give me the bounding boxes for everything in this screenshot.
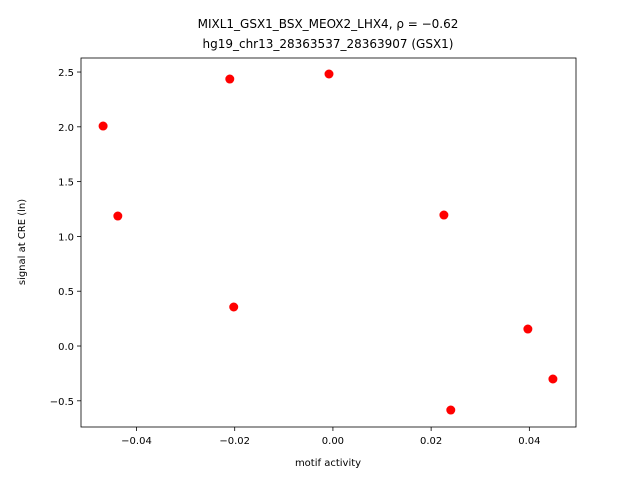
- point: [225, 74, 235, 84]
- y-tick-label: 2.5: [58, 68, 74, 79]
- x-axis-label: motif activity: [295, 458, 361, 469]
- x-tick-label: −0.02: [219, 436, 250, 447]
- point: [113, 211, 123, 221]
- point: [523, 324, 533, 334]
- point: [446, 405, 456, 415]
- x-tick-label: 0.00: [322, 436, 344, 447]
- point: [548, 374, 558, 384]
- chart-subtitle: hg19_chr13_28363537_28363907 (GSX1): [202, 37, 453, 51]
- y-tick-label: −0.5: [50, 397, 74, 408]
- point: [98, 121, 108, 131]
- point: [324, 69, 334, 79]
- chart-title: MIXL1_GSX1_BSX_MEOX2_LHX4, ρ = −0.62: [198, 17, 459, 31]
- y-tick-label: 0.5: [58, 287, 74, 298]
- point: [229, 302, 239, 312]
- x-tick-label: 0.02: [420, 436, 442, 447]
- point: [439, 210, 449, 220]
- x-tick-label: −0.04: [121, 436, 152, 447]
- x-tick-label: 0.04: [518, 436, 540, 447]
- y-tick-label: 2.0: [58, 123, 74, 134]
- y-tick-label: 0.0: [58, 342, 74, 353]
- plot-frame: [80, 57, 577, 428]
- y-tick-label: 1.0: [58, 232, 74, 243]
- y-tick-label: 1.5: [58, 178, 74, 189]
- y-axis-label: signal at CRE (ln): [17, 199, 28, 285]
